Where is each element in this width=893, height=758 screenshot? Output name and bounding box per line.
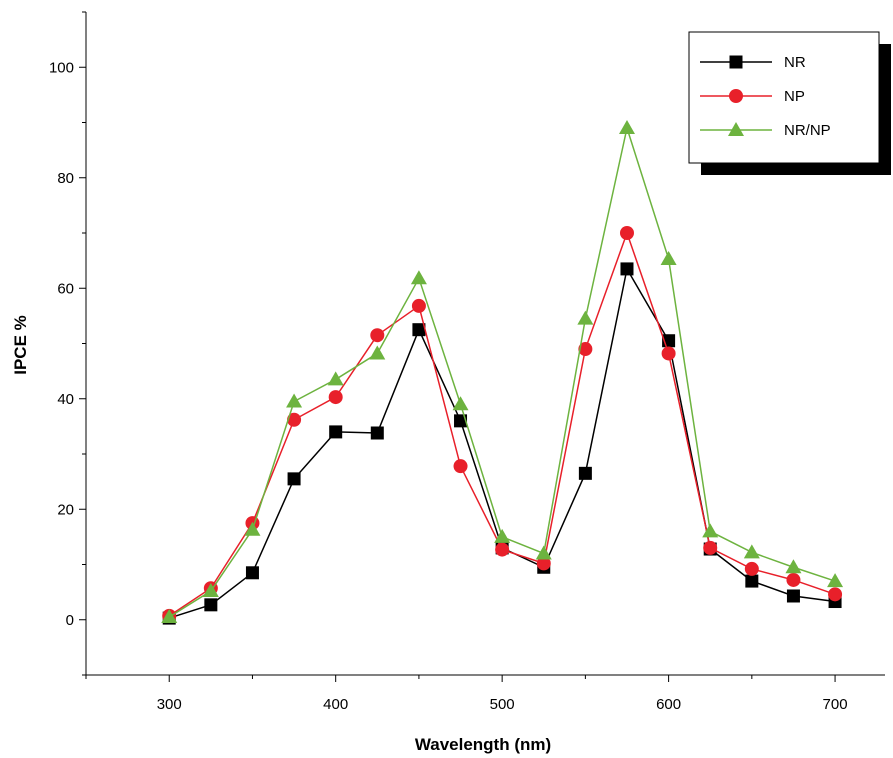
y-tick-label: 80 xyxy=(57,170,74,187)
series-nr xyxy=(163,262,842,624)
x-tick-label: 500 xyxy=(490,696,515,713)
legend-label: NR/NP xyxy=(784,122,831,139)
data-point xyxy=(577,311,593,325)
x-tick-label: 300 xyxy=(157,696,182,713)
legend-label: NP xyxy=(784,88,805,105)
data-point xyxy=(412,299,426,313)
data-point xyxy=(787,589,800,602)
y-tick-label: 0 xyxy=(66,612,74,629)
legend-label: NR xyxy=(784,54,806,71)
legend-marker xyxy=(729,89,743,103)
data-point xyxy=(329,425,342,438)
data-point xyxy=(620,226,634,240)
series-line xyxy=(169,233,835,616)
data-point xyxy=(620,262,633,275)
x-tick-label: 400 xyxy=(323,696,348,713)
y-tick-label: 40 xyxy=(57,391,74,408)
data-point xyxy=(619,120,635,134)
data-point xyxy=(702,523,718,537)
series-np xyxy=(162,226,842,623)
data-point xyxy=(371,427,384,440)
x-axis-title: Wavelength (nm) xyxy=(415,735,551,754)
legend: NR NP NR/NP xyxy=(689,32,891,175)
data-point xyxy=(827,573,843,587)
data-point xyxy=(288,472,301,485)
series-line xyxy=(169,269,835,618)
series-layer xyxy=(161,120,843,625)
data-point xyxy=(744,544,760,558)
y-tick-label: 100 xyxy=(49,59,74,76)
data-point xyxy=(579,467,592,480)
data-point xyxy=(328,371,344,385)
data-point xyxy=(662,346,676,360)
legend-marker xyxy=(730,56,743,69)
x-tick-label: 600 xyxy=(656,696,681,713)
data-point xyxy=(286,394,302,408)
data-point xyxy=(703,541,717,555)
data-point xyxy=(495,543,509,557)
data-point xyxy=(329,390,343,404)
data-point xyxy=(745,575,758,588)
y-tick-label: 60 xyxy=(57,280,74,297)
data-point xyxy=(454,459,468,473)
data-point xyxy=(369,345,385,359)
y-tick-label: 20 xyxy=(57,501,74,518)
data-point xyxy=(370,328,384,342)
data-point xyxy=(453,396,469,410)
data-point xyxy=(411,270,427,284)
data-point xyxy=(661,251,677,265)
data-point xyxy=(786,573,800,587)
y-axis-title: IPCE % xyxy=(11,315,30,375)
data-point xyxy=(745,562,759,576)
data-point xyxy=(204,598,217,611)
x-tick-label: 700 xyxy=(823,696,848,713)
data-point xyxy=(785,559,801,573)
data-point xyxy=(246,566,259,579)
data-point xyxy=(536,545,552,559)
data-point xyxy=(828,587,842,601)
